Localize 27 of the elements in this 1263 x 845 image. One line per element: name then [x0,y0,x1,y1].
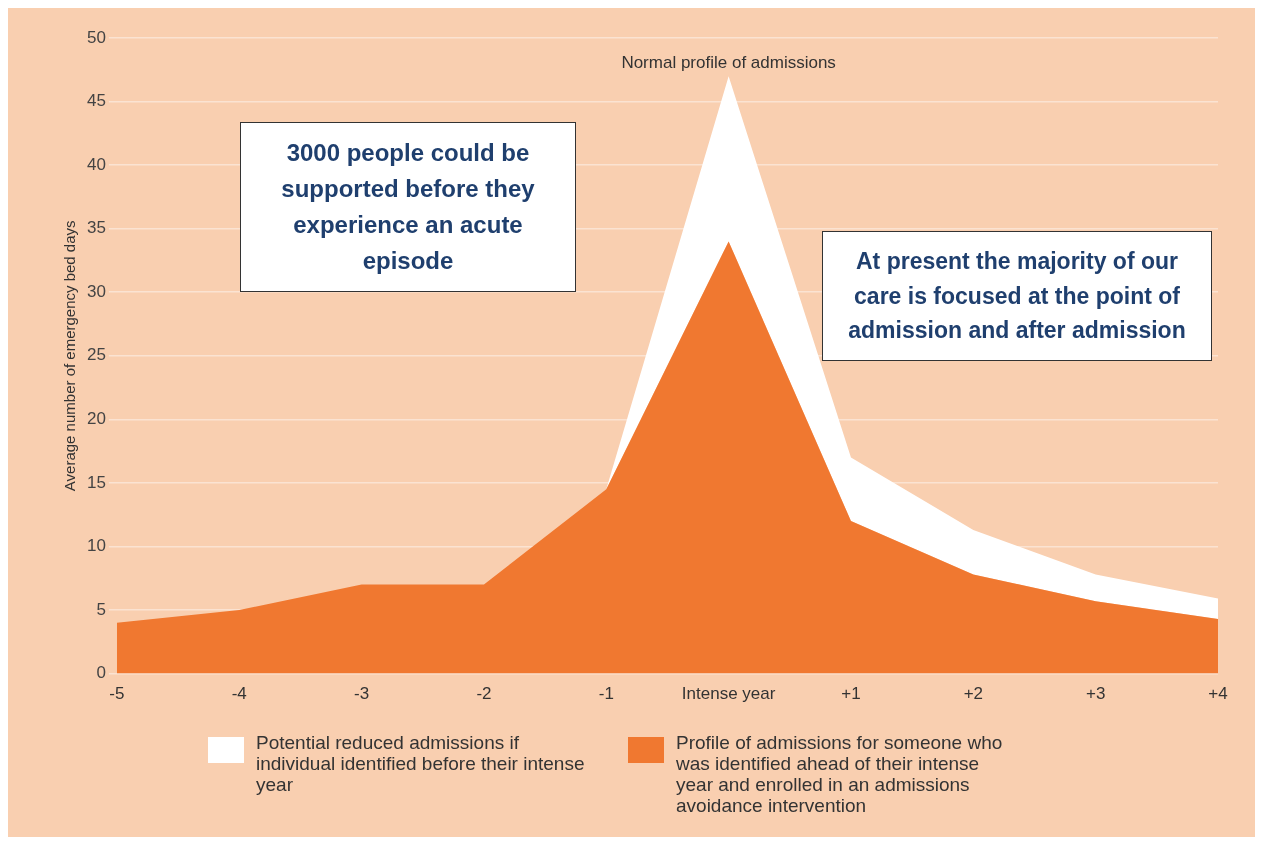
x-tick-label: -2 [476,684,492,704]
x-tick-label: +1 [841,684,861,704]
x-tick-label: +4 [1208,684,1228,704]
y-tick-label: 50 [86,27,106,47]
legend-label: Profile of admissions for someone who was identified ahead of their intense year and enrolled in an admissions avoidance intervention [676,732,1004,817]
y-tick-label: 25 [86,345,106,365]
x-tick-label: -5 [109,684,125,704]
legend-label: Potential reduced admissions if individual identified before their intense year [256,732,586,797]
y-tick-label: 40 [86,154,106,174]
y-tick-label: 45 [86,91,106,111]
y-tick-label: 35 [86,218,106,238]
y-tick-label: 10 [86,536,106,556]
y-tick-label: 0 [96,663,106,683]
y-tick-label: 20 [86,409,106,429]
text-box: At present the majority of our care is focused at the point of admission and after admission [822,231,1212,361]
x-tick-label: +3 [1085,684,1106,704]
y-tick-label: 15 [86,472,106,492]
text-box: 3000 people could be supported before they experience an acute episode [240,122,576,292]
annotation: Normal profile of admissions [621,53,836,73]
x-tick-label: -1 [598,684,614,704]
y-tick-label: 30 [86,281,106,301]
x-tick-label: +2 [963,684,984,704]
x-tick-label: -4 [231,684,247,704]
y-tick-label: 5 [96,599,106,619]
y-axis-title: Average number of emergency bed days [61,220,79,492]
x-tick-label: Intense year [681,684,776,704]
x-tick-label: -3 [354,684,370,704]
